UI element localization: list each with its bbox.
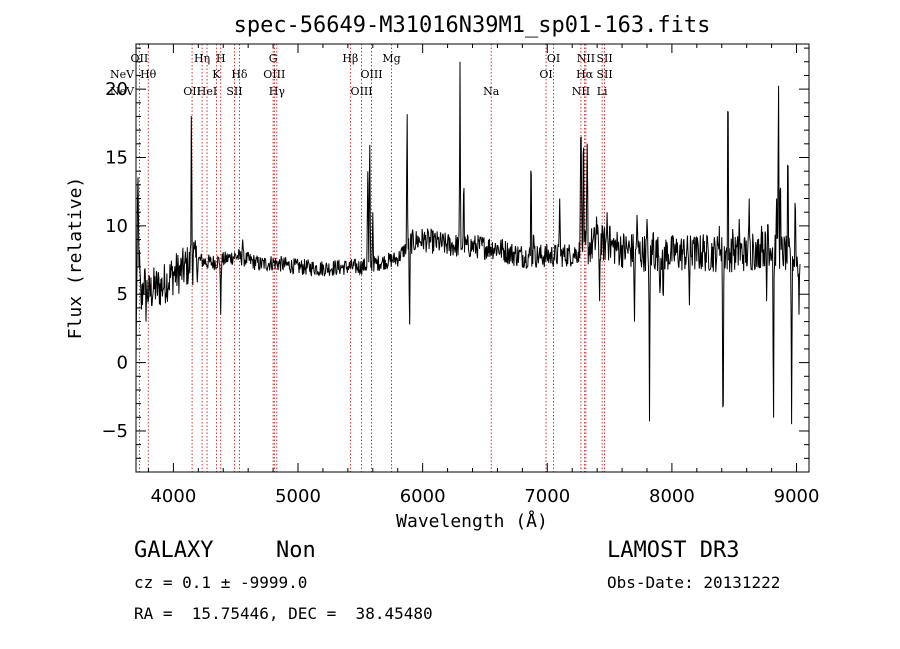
- x-tick-label: 8000: [649, 486, 695, 507]
- chart-title: spec-56649-M31016N39M1_sp01-163.fits: [234, 13, 711, 38]
- emission-line-label: SII: [596, 68, 612, 81]
- emission-line-label: Hη: [194, 52, 210, 65]
- x-tick-label: 6000: [400, 486, 446, 507]
- emission-line-label: Hα: [576, 68, 594, 81]
- emission-line-label: K: [212, 68, 221, 81]
- survey-name: LAMOST DR3: [607, 538, 740, 563]
- x-tick-label: 9000: [774, 486, 820, 507]
- y-tick-label: 10: [105, 216, 128, 237]
- x-axis-label: Wavelength (Å): [396, 510, 548, 532]
- emission-line-label: OIII: [351, 85, 373, 98]
- sky-coordinates: RA = 15.75446, DEC = 38.45480: [134, 604, 433, 623]
- emission-line-label: NeV: [110, 68, 135, 81]
- emission-line-label: OIII: [263, 68, 285, 81]
- emission-line-label: OII: [183, 85, 201, 98]
- y-tick-label: 0: [117, 353, 128, 374]
- emission-line-label: HeI: [197, 85, 217, 98]
- x-tick-label: 4000: [150, 486, 196, 507]
- spectrum-series: [135, 61, 801, 425]
- x-tick-label: 5000: [275, 486, 321, 507]
- emission-line-label: Na: [483, 85, 500, 98]
- emission-line-label: OIII: [361, 68, 383, 81]
- x-tick-label: 7000: [524, 486, 570, 507]
- emission-line-label: G: [269, 52, 278, 65]
- emission-line-label: NeV: [110, 85, 135, 98]
- object-subclass: Non: [276, 538, 316, 563]
- observation-date: Obs-Date: 20131222: [607, 573, 781, 592]
- emission-line-label: SII: [596, 52, 612, 65]
- y-tick-label: 5: [117, 284, 128, 305]
- spectrum-line: [135, 61, 801, 425]
- emission-line-label: OII: [131, 52, 149, 65]
- object-class: GALAXY: [134, 538, 214, 563]
- emission-line-label: OI: [547, 52, 560, 65]
- emission-line-label: NII: [572, 85, 590, 98]
- emission-line-label: Mg: [382, 52, 400, 65]
- y-tick-label: −5: [101, 421, 128, 442]
- y-tick-label: 15: [105, 147, 128, 168]
- emission-line-label: Hβ: [342, 52, 358, 65]
- emission-line-label: OI: [539, 68, 552, 81]
- y-axis: −5 0 5 10 15 20: [101, 47, 809, 473]
- emission-line-label: Hθ: [140, 68, 157, 81]
- y-axis-label: Flux (relative): [65, 177, 86, 340]
- x-axis: 4000 5000 6000 7000 8000 9000: [147, 44, 820, 507]
- emission-line-label: NII: [577, 52, 595, 65]
- emission-line-label: SII: [226, 85, 242, 98]
- emission-line-label: Hγ: [269, 85, 286, 98]
- redshift-readout: cz = 0.1 ± -9999.0: [134, 573, 308, 592]
- y-tick-label: 20: [105, 79, 128, 100]
- emission-line-label: H: [216, 52, 226, 65]
- emission-line-markers: [138, 44, 606, 472]
- emission-line-label: Li: [597, 85, 608, 98]
- emission-line-label: Hδ: [231, 68, 248, 81]
- emission-line-labels: NeV NeV OII Hθ OII Hη HeI HK Hδ SII G OIII Hγ Hβ Mg OII…: [110, 52, 613, 98]
